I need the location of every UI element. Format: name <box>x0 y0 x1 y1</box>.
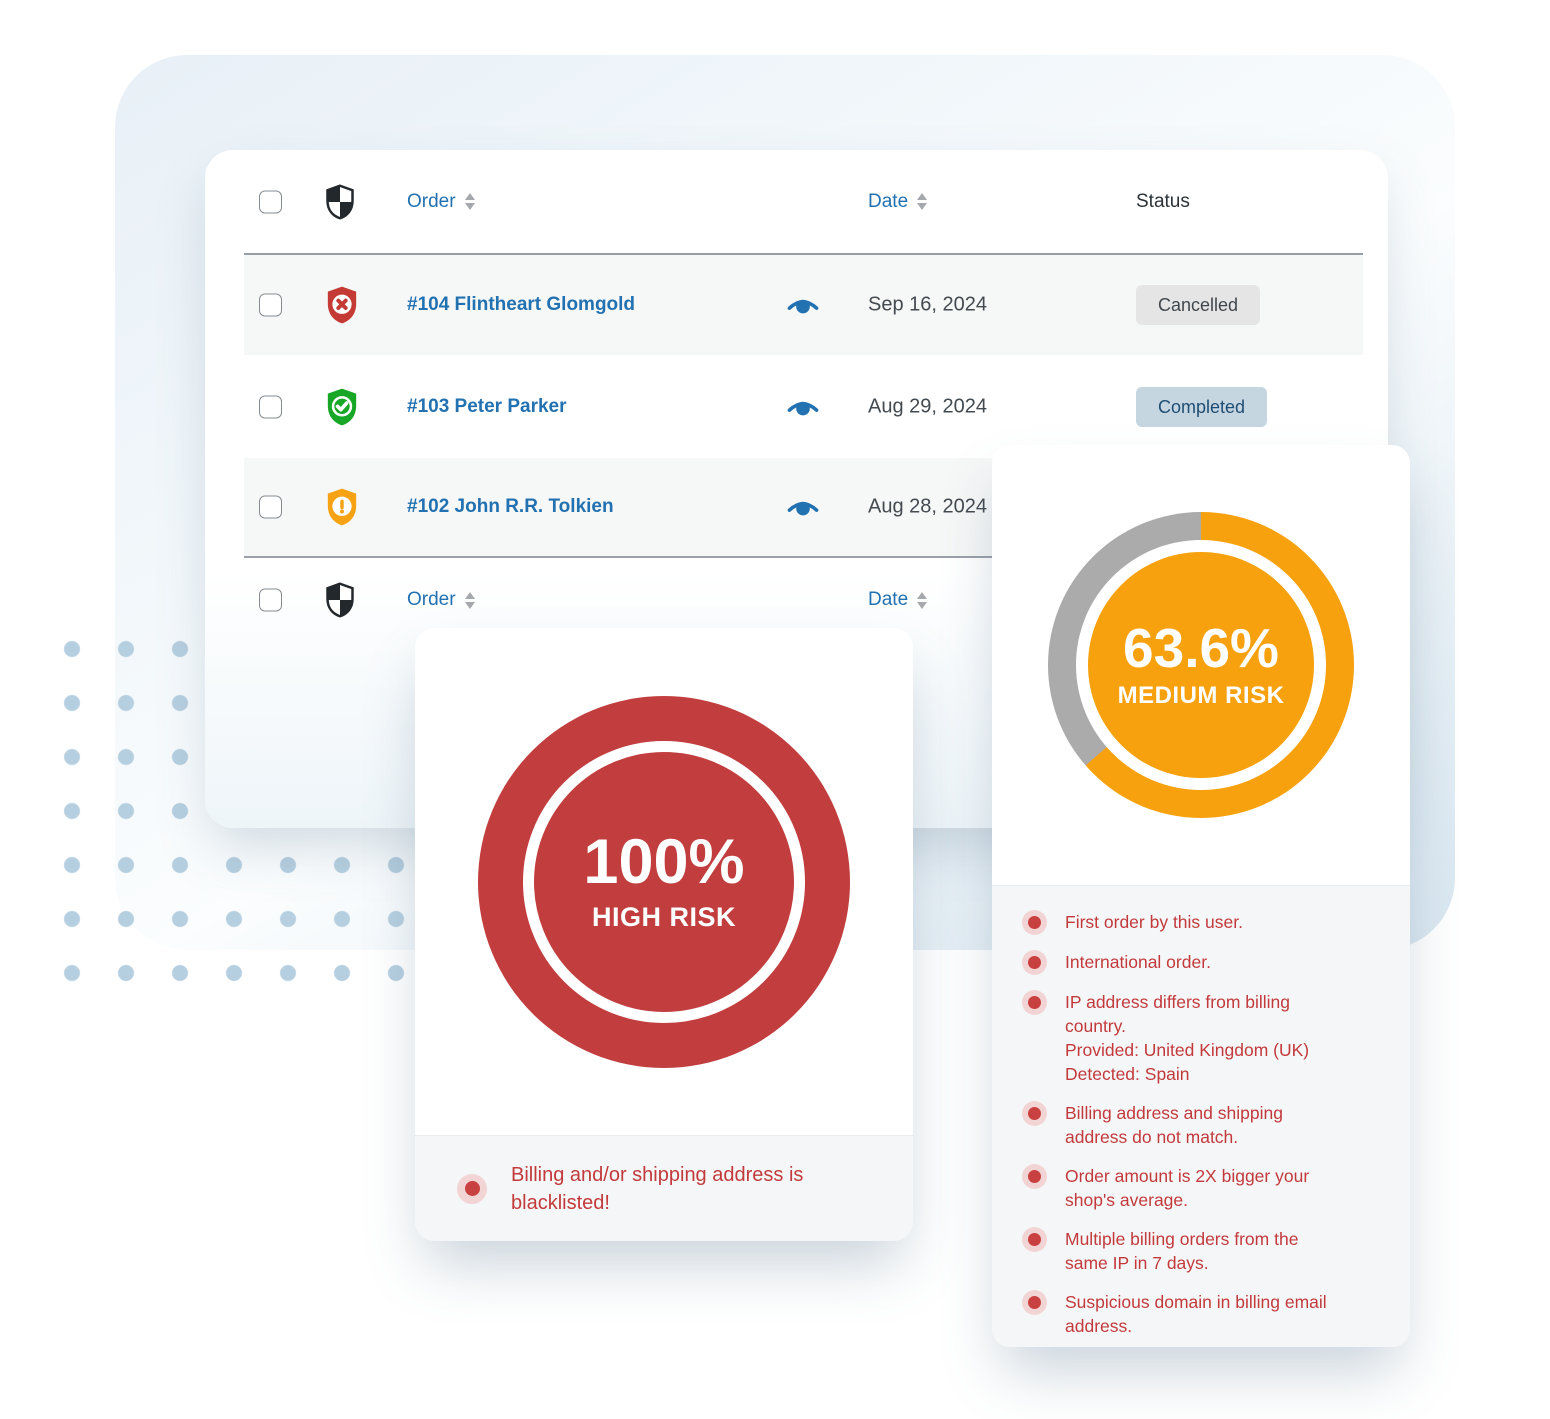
status-badge: Cancelled <box>1136 285 1261 325</box>
high-risk-popup: 100% HIGH RISK Billing and/or shipping a… <box>415 628 913 1241</box>
table-header-row: Order Date Status <box>244 150 1363 255</box>
select-all-checkbox[interactable] <box>259 190 282 213</box>
risk-reason-item: Multiple billing orders from the same IP… <box>1022 1227 1384 1275</box>
high-risk-gauge-center: 100% HIGH RISK <box>523 740 805 1023</box>
high-risk-label: HIGH RISK <box>591 901 736 932</box>
medium-risk-reasons: First order by this user. International … <box>992 885 1410 1347</box>
table-row: #103 Peter Parker Aug 29, 2024 Completed <box>244 355 1363 458</box>
risk-reason-item: Billing address and shipping address do … <box>1022 1101 1384 1149</box>
eye-icon[interactable] <box>786 496 820 519</box>
status-column-label: Status <box>1136 190 1190 212</box>
risk-bullet-icon <box>1022 1227 1047 1252</box>
order-link[interactable]: #102 John R.R. Tolkien <box>407 496 614 517</box>
risk-bullet-icon <box>457 1173 487 1204</box>
risk-reason-text: Billing and/or shipping address is black… <box>511 1163 804 1214</box>
risk-bullet-icon <box>1022 1164 1047 1189</box>
medium-risk-score: 63.6% <box>1123 616 1279 679</box>
risk-reason-text: IP address differs from billing country.… <box>1065 992 1310 1084</box>
risk-reason-item: Suspicious domain in billing email addre… <box>1022 1290 1384 1338</box>
risk-reason-text: Suspicious domain in billing email addre… <box>1065 1292 1327 1336</box>
order-link[interactable]: #104 Flintheart Glomgold <box>407 294 636 315</box>
row-checkbox[interactable] <box>259 495 282 519</box>
risk-bullet-icon <box>1022 1101 1047 1126</box>
date-column-label: Date <box>868 589 909 610</box>
risk-reason-item: First order by this user. <box>1022 910 1384 935</box>
high-risk-donut: 100% HIGH RISK <box>478 695 850 1068</box>
sort-arrows-icon[interactable] <box>917 193 928 210</box>
high-risk-score: 100% <box>583 826 745 897</box>
high-risk-reasons: Billing and/or shipping address is black… <box>415 1135 913 1241</box>
sort-by-date[interactable]: Date <box>868 190 928 213</box>
risk-reason-text: Multiple billing orders from the same IP… <box>1065 1229 1299 1273</box>
risk-bullet-icon <box>1022 910 1047 935</box>
risk-bullet-icon <box>1022 950 1047 975</box>
checkered-shield-icon <box>325 183 355 220</box>
medium-risk-gauge-center: 63.6% MEDIUM RISK <box>1088 552 1314 778</box>
date-column-label: Date <box>868 190 909 212</box>
risk-reason-item: International order. <box>1022 950 1384 975</box>
sort-arrows-icon[interactable] <box>464 591 475 609</box>
order-date: Aug 29, 2024 <box>868 395 987 417</box>
order-column-label: Order <box>407 190 456 212</box>
risk-reason-item: Order amount is 2X bigger your shop's av… <box>1022 1164 1384 1212</box>
orange-alert-shield-icon <box>325 487 359 527</box>
sort-by-order[interactable]: Order <box>407 589 475 611</box>
medium-risk-donut: 63.6% MEDIUM RISK <box>1048 512 1354 818</box>
order-date: Aug 28, 2024 <box>868 495 987 518</box>
eye-icon[interactable] <box>786 395 820 418</box>
sort-by-date[interactable]: Date <box>868 589 928 611</box>
status-badge: Completed <box>1136 386 1268 427</box>
green-check-shield-icon <box>325 387 359 427</box>
order-date: Sep 16, 2024 <box>868 293 987 316</box>
select-all-checkbox[interactable] <box>259 588 282 612</box>
risk-reason-text: Order amount is 2X bigger your shop's av… <box>1065 1166 1310 1210</box>
order-link[interactable]: #103 Peter Parker <box>407 395 567 417</box>
risk-reason-text: International order. <box>1065 952 1211 972</box>
medium-risk-donut-hole: 63.6% MEDIUM RISK <box>1076 540 1326 790</box>
order-column-label: Order <box>407 589 456 610</box>
table-row: #104 Flintheart Glomgold Sep 16, 2024 Ca… <box>244 255 1363 355</box>
sort-by-order[interactable]: Order <box>407 191 475 213</box>
risk-reason-item: IP address differs from billing country.… <box>1022 990 1384 1086</box>
risk-reason-text: First order by this user. <box>1065 912 1243 932</box>
checkered-shield-icon <box>325 582 355 618</box>
risk-reason-text: Billing address and shipping address do … <box>1065 1103 1283 1147</box>
row-checkbox[interactable] <box>259 395 282 418</box>
table-footer-row: Order Date <box>244 558 1363 642</box>
orders-table: Order Date Status <box>244 150 1363 642</box>
sort-arrows-icon[interactable] <box>464 193 475 210</box>
sort-arrows-icon[interactable] <box>917 591 928 609</box>
medium-risk-popup: 63.6% MEDIUM RISK First order by this us… <box>992 445 1410 1347</box>
high-risk-gauge-zone: 100% HIGH RISK <box>415 628 913 1135</box>
eye-icon[interactable] <box>786 294 820 317</box>
medium-risk-label: MEDIUM RISK <box>1117 681 1285 709</box>
medium-risk-gauge-zone: 63.6% MEDIUM RISK <box>992 445 1410 885</box>
risk-bullet-icon <box>1022 1290 1047 1315</box>
risk-bullet-icon <box>1022 990 1047 1015</box>
red-x-shield-icon <box>325 285 359 325</box>
row-checkbox[interactable] <box>259 293 282 317</box>
